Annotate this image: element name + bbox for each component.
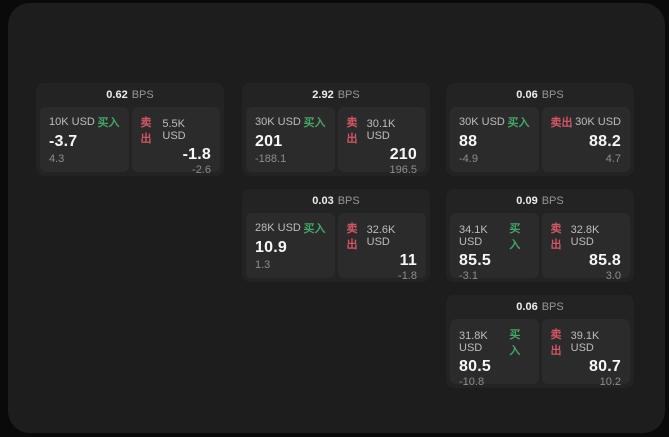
quote-card: 0.03 BPS 28K USD 买入 10.9 1.3 卖出 32.6K US… — [242, 189, 430, 282]
buy-amount: 34.1K USD — [459, 224, 488, 248]
buy-price: 88 — [459, 132, 478, 150]
sell-label: 卖出 — [550, 117, 573, 129]
buy-amount: 30K USD — [255, 116, 301, 128]
buy-price: -3.7 — [49, 132, 78, 150]
sell-price: 80.7 — [589, 358, 621, 375]
sell-amount: 32.8K USD — [570, 224, 600, 248]
buy-change: -3.1 — [459, 270, 478, 282]
quote-card: 2.92 BPS 30K USD 买入 201 -188.1 卖出 30.1K … — [242, 83, 430, 176]
buy-amount: 10K USD — [49, 116, 95, 128]
buy-panel[interactable]: 28K USD 买入 10.9 1.3 — [246, 213, 335, 278]
sell-price: 85.8 — [589, 252, 621, 269]
bps-header: 0.06 BPS — [446, 295, 634, 319]
buy-panel[interactable]: 34.1K USD 买入 85.5 -3.1 — [450, 213, 539, 282]
bps-value: 0.03 — [312, 195, 334, 207]
buy-change: 4.3 — [49, 153, 65, 165]
bps-unit-label: BPS — [541, 89, 564, 101]
bps-unit-label: BPS — [131, 89, 154, 101]
sell-panel[interactable]: 卖出 39.1K USD 80.7 10.2 — [541, 319, 630, 388]
quote-card: 0.09 BPS 34.1K USD 买入 85.5 -3.1 卖出 32.8K… — [446, 189, 634, 282]
buy-price: 80.5 — [459, 358, 491, 375]
bps-unit-label: BPS — [541, 195, 564, 207]
bps-header: 0.03 BPS — [242, 189, 430, 213]
sell-price: 210 — [389, 146, 417, 163]
bps-header: 0.09 BPS — [446, 189, 634, 213]
sell-change: 3.0 — [605, 270, 621, 282]
buy-amount: 30K USD — [459, 116, 505, 128]
quote-card: 0.06 BPS 30K USD 买入 88 -4.9 卖出 30K USD 8… — [446, 83, 634, 176]
bps-unit-label: BPS — [337, 195, 360, 207]
buy-change: -10.8 — [459, 376, 485, 388]
buy-price: 10.9 — [255, 238, 287, 256]
quote-card: 0.62 BPS 10K USD 买入 -3.7 4.3 卖出 5.5K USD… — [36, 83, 224, 176]
buy-panel[interactable]: 30K USD 买入 201 -188.1 — [246, 107, 335, 172]
buy-label: 买入 — [97, 117, 120, 129]
sell-amount: 39.1K USD — [570, 330, 600, 354]
buy-change: 1.3 — [255, 259, 271, 271]
bps-unit-label: BPS — [337, 89, 360, 101]
buy-label: 买入 — [509, 329, 521, 357]
buy-amount: 31.8K USD — [459, 330, 488, 354]
quote-panels: 30K USD 买入 88 -4.9 卖出 30K USD 88.2 4.7 — [446, 107, 634, 176]
sell-panel[interactable]: 卖出 32.6K USD 11 -1.8 — [337, 213, 426, 282]
bps-value: 0.06 — [516, 301, 538, 313]
quote-panels: 34.1K USD 买入 85.5 -3.1 卖出 32.8K USD 85.8… — [446, 213, 634, 282]
buy-panel[interactable]: 30K USD 买入 88 -4.9 — [450, 107, 539, 172]
buy-label: 买入 — [509, 223, 521, 251]
buy-price: 201 — [255, 132, 283, 150]
bps-value: 2.92 — [312, 89, 334, 101]
sell-price: -1.8 — [182, 146, 211, 163]
buy-change: -188.1 — [255, 153, 287, 165]
sell-price: 88.2 — [589, 132, 621, 150]
buy-label: 买入 — [303, 117, 326, 129]
sell-amount: 5.5K USD — [162, 118, 186, 142]
sell-label: 卖出 — [346, 117, 358, 145]
bps-header: 0.06 BPS — [446, 83, 634, 107]
bps-value: 0.09 — [516, 195, 538, 207]
sell-amount: 32.6K USD — [366, 224, 396, 248]
sell-change: 4.7 — [605, 153, 621, 165]
sell-panel[interactable]: 卖出 30K USD 88.2 4.7 — [541, 107, 630, 172]
sell-label: 卖出 — [550, 223, 562, 251]
sell-label: 卖出 — [140, 117, 152, 145]
bps-header: 2.92 BPS — [242, 83, 430, 107]
bps-header: 0.62 BPS — [36, 83, 224, 107]
sell-change: 10.2 — [599, 376, 621, 388]
quote-panels: 31.8K USD 买入 80.5 -10.8 卖出 39.1K USD 80.… — [446, 319, 634, 388]
sell-label: 卖出 — [550, 329, 562, 357]
sell-panel[interactable]: 卖出 30.1K USD 210 196.5 — [337, 107, 426, 176]
buy-label: 买入 — [507, 117, 530, 129]
buy-price: 85.5 — [459, 252, 491, 269]
sell-change: -2.6 — [192, 164, 211, 176]
quote-panels: 28K USD 买入 10.9 1.3 卖出 32.6K USD 11 -1.8 — [242, 213, 430, 282]
bps-value: 0.62 — [106, 89, 128, 101]
quote-panels: 10K USD 买入 -3.7 4.3 卖出 5.5K USD -1.8 -2.… — [36, 107, 224, 176]
bps-unit-label: BPS — [541, 301, 564, 313]
buy-panel[interactable]: 10K USD 买入 -3.7 4.3 — [40, 107, 129, 172]
sell-amount: 30.1K USD — [366, 118, 396, 142]
quote-panels: 30K USD 买入 201 -188.1 卖出 30.1K USD 210 1… — [242, 107, 430, 176]
quote-card: 0.06 BPS 31.8K USD 买入 80.5 -10.8 卖出 39.1… — [446, 295, 634, 388]
sell-change: 196.5 — [389, 164, 417, 176]
sell-panel[interactable]: 卖出 32.8K USD 85.8 3.0 — [541, 213, 630, 282]
sell-panel[interactable]: 卖出 5.5K USD -1.8 -2.6 — [131, 107, 220, 176]
buy-label: 买入 — [303, 223, 326, 235]
sell-label: 卖出 — [346, 223, 358, 251]
buy-amount: 28K USD — [255, 222, 301, 234]
buy-panel[interactable]: 31.8K USD 买入 80.5 -10.8 — [450, 319, 539, 388]
sell-price: 11 — [399, 252, 417, 269]
sell-amount: 30K USD — [575, 116, 621, 128]
app-surface: 0.62 BPS 10K USD 买入 -3.7 4.3 卖出 5.5K USD… — [8, 3, 665, 433]
buy-change: -4.9 — [459, 153, 478, 165]
sell-change: -1.8 — [398, 270, 417, 282]
bps-value: 0.06 — [516, 89, 538, 101]
